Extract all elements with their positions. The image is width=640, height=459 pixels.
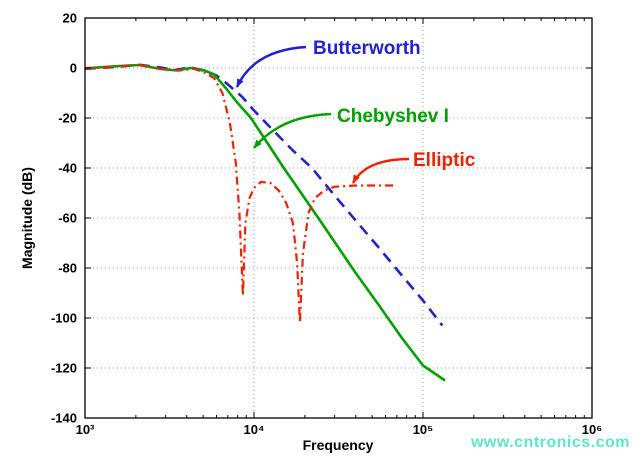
annotation-chebyshev-i: Chebyshev I	[337, 106, 449, 127]
x-axis-label: Frequency	[302, 437, 374, 453]
svg-text:-60: -60	[58, 211, 77, 226]
svg-text:20: 20	[63, 11, 77, 26]
svg-text:-140: -140	[51, 411, 77, 426]
svg-text:-80: -80	[58, 261, 77, 276]
annotation-elliptic: Elliptic	[413, 150, 476, 171]
svg-text:10⁶: 10⁶	[582, 422, 602, 437]
svg-text:10³: 10³	[76, 422, 95, 437]
svg-text:10⁴: 10⁴	[244, 422, 265, 437]
svg-text:-20: -20	[58, 111, 77, 126]
watermark: www.cntronics.com	[470, 434, 630, 451]
y-axis-label: Magnitude (dB)	[19, 167, 35, 269]
svg-text:-100: -100	[51, 311, 77, 326]
svg-text:10⁵: 10⁵	[413, 422, 434, 437]
svg-text:-40: -40	[58, 161, 77, 176]
annotation-butterworth: Butterworth	[313, 38, 421, 59]
svg-text:-120: -120	[51, 361, 77, 376]
svg-text:0: 0	[70, 61, 77, 76]
